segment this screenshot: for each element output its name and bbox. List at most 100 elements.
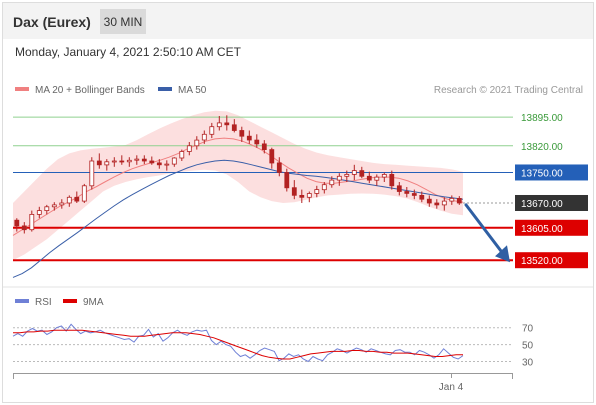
- candle-body: [389, 173, 395, 187]
- candle-body: [404, 191, 410, 194]
- candle-body: [66, 196, 72, 204]
- candle-body: [141, 158, 147, 162]
- level-label-pivot: 13750.00: [521, 168, 563, 179]
- ma20-line: [12, 137, 464, 236]
- ma50-legend-label: MA 50: [178, 85, 207, 96]
- rsi-tick-label: 30: [522, 358, 534, 369]
- level-label-last: 13670.00: [521, 199, 563, 210]
- ma20-legend-label: MA 20 + Bollinger Bands: [35, 85, 145, 96]
- ma50-legend-swatch: [158, 87, 172, 91]
- candle-body: [291, 187, 297, 196]
- candle-body: [119, 160, 125, 163]
- level-label-support: 13520.00: [521, 256, 563, 267]
- candle-body: [179, 151, 185, 159]
- level-label-resistance: 13820.00: [521, 142, 563, 153]
- ma50-line: [12, 159, 464, 278]
- candle-body: [81, 185, 87, 202]
- candle-body: [104, 161, 110, 166]
- candle-body: [306, 193, 312, 198]
- candle-body: [126, 159, 132, 163]
- candle-body: [426, 198, 432, 204]
- candle-body: [359, 170, 365, 177]
- candle-body: [351, 170, 357, 175]
- price-levels: [13, 116, 513, 262]
- candle-body: [96, 160, 102, 166]
- bollinger-band: [13, 110, 463, 261]
- timeframe-badge[interactable]: [100, 9, 146, 34]
- candle-body: [194, 139, 200, 147]
- header-bar: [3, 3, 593, 39]
- candle-body: [254, 139, 260, 145]
- candle-body: [74, 196, 80, 202]
- candle-body: [336, 175, 342, 181]
- candle-body: [134, 158, 140, 161]
- candle-body: [186, 145, 192, 152]
- datetime-stamp: Monday, January 4, 2021 2:50:10 AM CET: [15, 45, 242, 59]
- candle-body: [44, 206, 50, 212]
- candle-body: [419, 194, 425, 200]
- candle-body: [321, 184, 327, 191]
- candlesticks: [14, 115, 462, 234]
- level-badge-pivot: [515, 164, 588, 181]
- candle-body: [29, 213, 35, 231]
- candle-body: [239, 130, 245, 137]
- candle-body: [164, 163, 170, 166]
- candle-body: [396, 185, 402, 192]
- candle-body: [441, 200, 447, 206]
- level-label-resistance: 13895.00: [521, 113, 563, 124]
- rsi-tick-label: 70: [522, 324, 534, 335]
- candle-body: [14, 219, 20, 227]
- level-labels: 13895.00 13820.00 13750.00 13670.00 13605.00…: [515, 113, 588, 269]
- candle-body: [246, 135, 252, 141]
- candle-body: [149, 160, 155, 164]
- candle-body: [284, 172, 290, 189]
- candle-body: [434, 202, 440, 206]
- candle-body: [21, 225, 27, 231]
- candle-body: [261, 143, 267, 150]
- candle-body: [59, 202, 65, 206]
- candle-body: [269, 149, 275, 164]
- rsi-grid: 70 50 30: [13, 324, 534, 369]
- candle-body: [201, 133, 207, 141]
- forecast-arrow: [464, 203, 510, 263]
- candle-body: [381, 173, 387, 178]
- candle-body: [156, 162, 162, 166]
- x-axis-ticks: Jan 4: [439, 373, 464, 393]
- candle-body: [374, 176, 380, 181]
- candle-body: [329, 179, 335, 186]
- candle-body: [299, 194, 305, 198]
- rsi-ma9-line: [13, 329, 463, 360]
- candle-body: [366, 175, 372, 181]
- candle-body: [276, 162, 282, 173]
- rsi-line: [12, 323, 464, 363]
- candle-body: [89, 160, 95, 187]
- ma9-legend-swatch: [63, 299, 77, 303]
- candle-body: [456, 197, 462, 204]
- candle-body: [314, 189, 320, 194]
- candle-body: [171, 157, 177, 165]
- moving-averages: [12, 137, 464, 278]
- x-tick-label: Jan 4: [439, 382, 464, 393]
- ma20-legend-swatch: [15, 87, 29, 91]
- level-label-support: 13605.00: [521, 224, 563, 235]
- candle-body: [344, 173, 350, 177]
- forecast-arrow-shaft: [464, 203, 504, 254]
- rsi-panel: [12, 323, 464, 363]
- candle-body: [216, 122, 222, 128]
- level-badge-last: [515, 194, 588, 211]
- candle-body: [51, 204, 57, 208]
- timeframe-label: 30 MIN: [104, 15, 143, 29]
- ma9-legend-label: 9MA: [83, 297, 104, 308]
- candle-body: [411, 193, 417, 196]
- candle-body: [449, 197, 455, 202]
- candle-body: [111, 160, 117, 163]
- candle-body: [224, 122, 230, 126]
- level-badge-support: [515, 252, 588, 269]
- instrument-title: Dax (Eurex): [13, 14, 91, 30]
- credit-text: Research © 2021 Trading Central: [434, 85, 583, 96]
- candle-body: [36, 210, 42, 215]
- candle-body: [231, 124, 237, 131]
- rsi-legend-swatch: [15, 299, 29, 303]
